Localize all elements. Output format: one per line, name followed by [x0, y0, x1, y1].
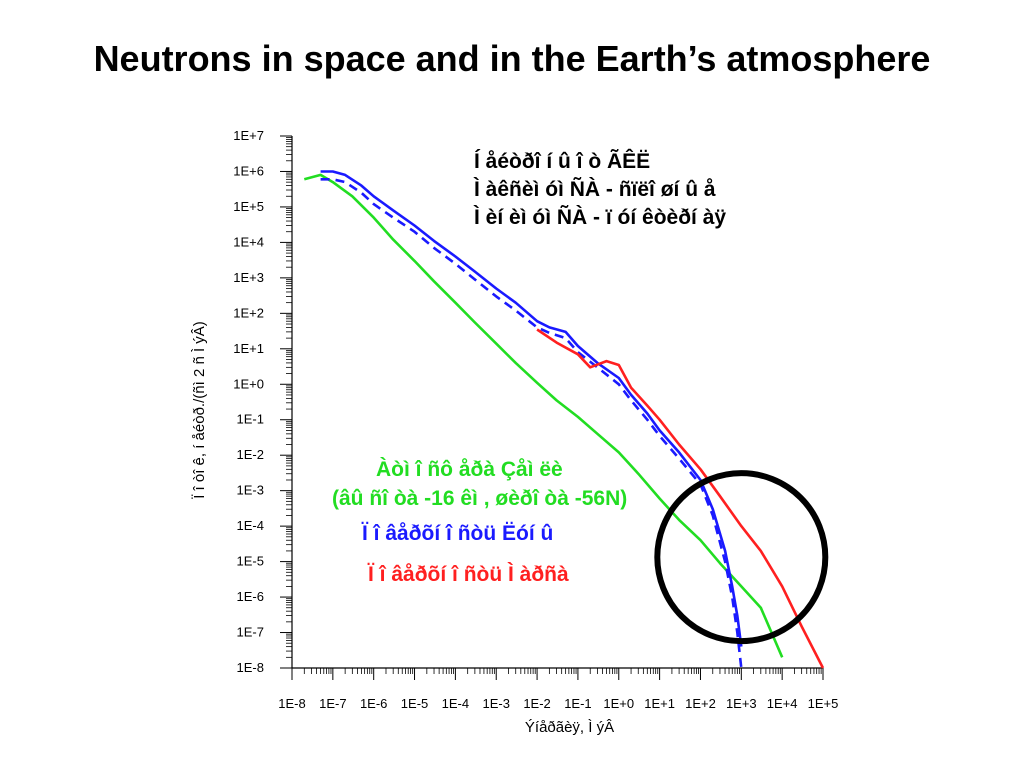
y-tick-label: 1E+3: [233, 270, 264, 285]
x-tick-label: 1E+0: [603, 696, 634, 711]
x-tick-label: 1E-1: [564, 696, 591, 711]
y-axis-label: Ï î òî ê, í åéòð./(ñì 2 ñ Ì ýÂ): [191, 321, 208, 499]
y-tick-label: 1E+1: [233, 341, 264, 356]
annotation-mars-surface: Ï î âåðõí î ñòü Ì àðñà: [367, 563, 569, 586]
annotation-top-1: Í åéòðî í û î ò ÃÊË: [474, 149, 650, 173]
x-axis-label: Ýíåðãèÿ, Ì ýÂ: [525, 719, 614, 736]
chart-ticks: 1E-8 1E-7 1E-6 1E-5 1E-4 1E-3 1E-2 1E-1 1E+0 1E+1…: [233, 128, 838, 711]
x-tick-label: 1E+1: [644, 696, 675, 711]
y-tick-label: 1E+0: [233, 376, 264, 391]
y-tick-label: 1E-6: [237, 589, 264, 604]
chart-axes: [291, 136, 823, 669]
x-tick-label: 1E-3: [482, 696, 509, 711]
slide-title: Neutrons in space and in the Earth’s atm…: [93, 38, 931, 79]
y-tick-label: 1E-4: [237, 518, 264, 533]
annotation-moon-surface: Ï î âåðõí î ñòü Ëóí û: [361, 522, 553, 545]
highlight-circle: [654, 470, 829, 645]
y-tick-label: 1E+2: [233, 305, 264, 320]
x-tick-label: 1E+4: [767, 696, 798, 711]
chart-series: [303, 170, 825, 669]
annotation-top-2: Ì àêñèì óì ÑÀ - ñïëî øí û å: [473, 178, 716, 201]
annotation-altitude-latitude: (âû ñî òà -16 êì , øèðî òà -56N): [332, 487, 627, 510]
earth-atmosphere-line: [303, 173, 784, 658]
annotation-earth-atmosphere: Àòì î ñô åðà Çåì ëè: [376, 458, 563, 481]
y-tick-label: 1E-1: [237, 412, 264, 427]
annotation-top-3: Ì èí èì óì ÑÀ - ï óí êòèðí àÿ: [473, 206, 726, 229]
x-tick-label: 1E+3: [726, 696, 757, 711]
y-tick-label: 1E-5: [237, 554, 264, 569]
x-tick-label: 1E-5: [401, 696, 428, 711]
x-tick-label: 1E+2: [685, 696, 716, 711]
y-tick-label: 1E+6: [233, 163, 264, 178]
y-tick-label: 1E+7: [233, 128, 264, 143]
mars-surface-line: [536, 328, 825, 669]
y-tick-label: 1E+4: [233, 234, 264, 249]
x-tick-label: 1E+5: [808, 696, 839, 711]
moon-min-dashed-line: [320, 178, 743, 669]
x-tick-label: 1E-7: [319, 696, 346, 711]
x-tick-label: 1E-2: [523, 696, 550, 711]
y-tick-label: 1E-3: [237, 483, 264, 498]
y-tick-label: 1E-2: [237, 447, 264, 462]
x-tick-label: 1E-8: [278, 696, 305, 711]
moon-max-line: [320, 170, 743, 647]
x-tick-label: 1E-4: [442, 696, 469, 711]
y-tick-label: 1E-8: [237, 660, 264, 675]
x-tick-label: 1E-6: [360, 696, 387, 711]
y-tick-label: 1E-7: [237, 625, 264, 640]
y-tick-label: 1E+5: [233, 199, 264, 214]
